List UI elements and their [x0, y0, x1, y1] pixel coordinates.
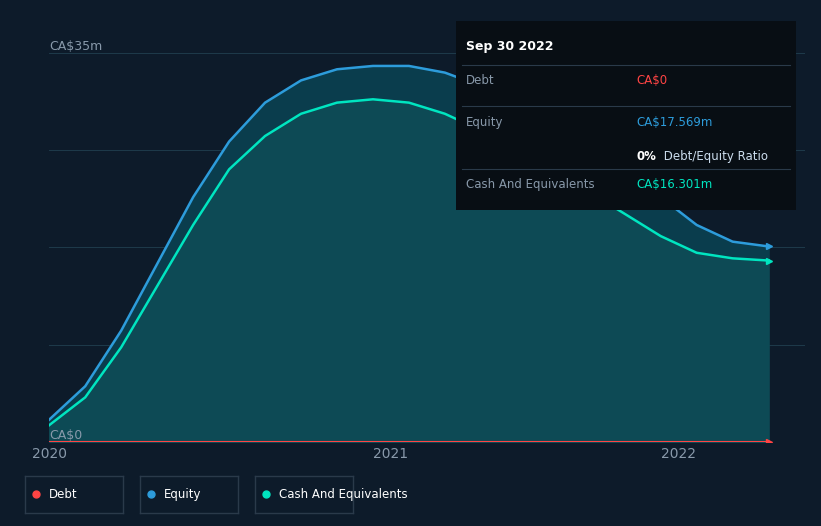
Text: CA$17.569m: CA$17.569m: [636, 116, 713, 129]
Text: Sep 30 2022: Sep 30 2022: [466, 40, 553, 53]
Text: Debt: Debt: [49, 488, 78, 501]
Text: Cash And Equivalents: Cash And Equivalents: [466, 178, 594, 191]
Text: CA$0: CA$0: [49, 429, 82, 442]
Text: Debt/Equity Ratio: Debt/Equity Ratio: [660, 150, 768, 163]
Text: CA$0: CA$0: [636, 74, 667, 87]
Text: Cash And Equivalents: Cash And Equivalents: [279, 488, 408, 501]
Text: 0%: 0%: [636, 150, 656, 163]
Text: Equity: Equity: [164, 488, 202, 501]
Text: Debt: Debt: [466, 74, 494, 87]
Text: CA$35m: CA$35m: [49, 39, 103, 53]
Text: CA$16.301m: CA$16.301m: [636, 178, 713, 191]
Text: Equity: Equity: [466, 116, 503, 129]
